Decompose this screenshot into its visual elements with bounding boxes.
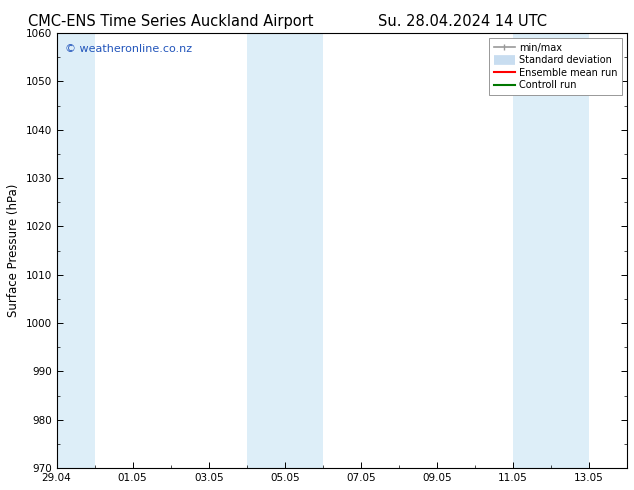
- Legend: min/max, Standard deviation, Ensemble mean run, Controll run: min/max, Standard deviation, Ensemble me…: [489, 38, 622, 95]
- Text: © weatheronline.co.nz: © weatheronline.co.nz: [65, 44, 192, 54]
- Text: CMC-ENS Time Series Auckland Airport: CMC-ENS Time Series Auckland Airport: [29, 14, 314, 29]
- Bar: [513, 33, 551, 468]
- Y-axis label: Surface Pressure (hPa): Surface Pressure (hPa): [7, 184, 20, 318]
- Text: Su. 28.04.2024 14 UTC: Su. 28.04.2024 14 UTC: [378, 14, 547, 29]
- Bar: [247, 33, 323, 468]
- Bar: [56, 33, 94, 468]
- Bar: [551, 33, 589, 468]
